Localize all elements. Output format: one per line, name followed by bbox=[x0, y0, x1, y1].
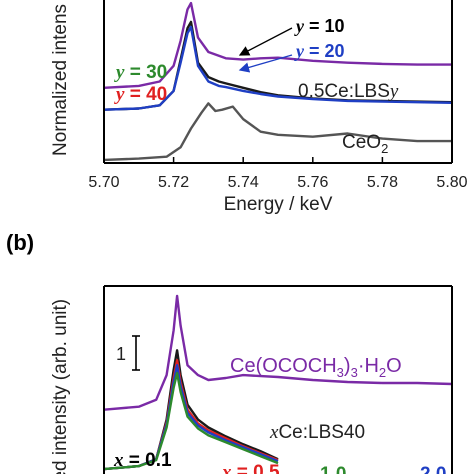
annotation-x01: x = 0.1 bbox=[113, 450, 172, 471]
annotation-compound: Ce(OCOCH3)3·H2O bbox=[230, 355, 402, 380]
annotation-y20: y = 20 bbox=[294, 41, 345, 61]
panel-b: (b) zed intensity (arb. unit) 1 Ce(OCOCH… bbox=[6, 230, 453, 474]
panel-a-series-blue bbox=[103, 25, 453, 111]
scale-bar-label: 1 bbox=[116, 344, 126, 364]
panel-a-series-gray bbox=[103, 102, 452, 162]
panel-a-y-label: Normalized intens bbox=[50, 4, 71, 156]
panel-a-x-label: Energy / keV bbox=[224, 194, 333, 215]
annotation-y40: y = 40 bbox=[114, 84, 167, 105]
panel-b-y-label: zed intensity (arb. unit) bbox=[50, 299, 71, 474]
arrow-y10 bbox=[238, 27, 293, 56]
annotation-y30: y = 30 bbox=[114, 62, 167, 83]
panel-b-label: (b) bbox=[6, 230, 34, 255]
panel-a-x-tick-label: 5.74 bbox=[228, 174, 259, 191]
annotation-x20: 2.0 bbox=[420, 464, 446, 474]
annotation-x10: 1.0 bbox=[320, 464, 346, 474]
annotation-y10: y = 10 bbox=[294, 16, 345, 36]
panel-a-x-tick-label: 5.80 bbox=[436, 174, 467, 191]
annotation-sample-b: xCe:LBS40 bbox=[269, 422, 365, 443]
panel-a-x-tick-label: 5.76 bbox=[297, 174, 328, 191]
panel-b-series-purple bbox=[103, 294, 453, 411]
panel-a-x-tick-label: 5.78 bbox=[367, 174, 398, 191]
panel-a-series-purple bbox=[103, 1, 452, 89]
panel-a: 5.70 5.72 5.74 5.76 5.78 5.80 Normalized inte… bbox=[50, 0, 468, 215]
annotation-x05: x = 0.5 bbox=[221, 462, 280, 474]
annotation-ceo2: CeO2 bbox=[342, 132, 388, 156]
panel-b-series-green bbox=[103, 371, 279, 471]
annotation-sample-a: 0.5Ce:LBSy bbox=[298, 81, 399, 102]
panel-a-x-tick-label: 5.72 bbox=[158, 174, 189, 191]
panel-a-x-tick-label: 5.70 bbox=[88, 174, 119, 191]
arrow-y20 bbox=[238, 54, 293, 73]
